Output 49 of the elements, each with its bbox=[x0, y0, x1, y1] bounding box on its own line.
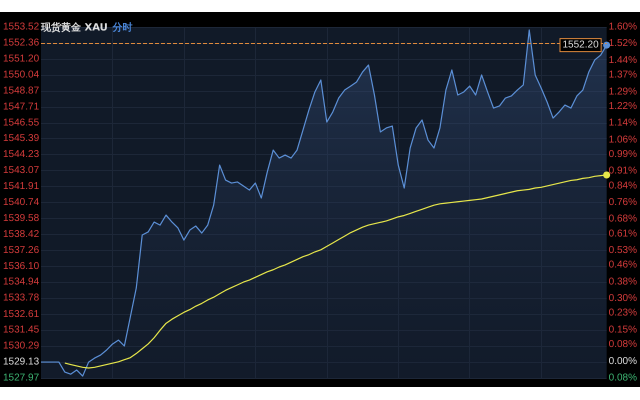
y-tick-label: 1532.61 bbox=[3, 308, 40, 320]
y2-tick-label: 1.44% bbox=[608, 54, 638, 66]
y2-tick-label: 0.53% bbox=[608, 245, 638, 256]
y2-tick-label: 1.14% bbox=[608, 118, 638, 129]
y-tick-label: 1527.97 bbox=[3, 372, 40, 384]
y-tick-label: 1552.36 bbox=[3, 37, 40, 48]
y2-tick-label: 0.46% bbox=[608, 260, 638, 271]
y2-tick-label: 1.29% bbox=[608, 86, 638, 98]
y2-tick-label: 1.52% bbox=[608, 38, 638, 50]
annotation: 1552.20 bbox=[562, 40, 600, 51]
y-tick-label: 1545.39 bbox=[3, 133, 40, 144]
y-tick-label: 1537.26 bbox=[3, 244, 40, 256]
y-tick-label: 1538.42 bbox=[3, 228, 40, 240]
y2-tick-label: 1.60% bbox=[608, 22, 638, 32]
y2-tick-label: 0.08% bbox=[608, 372, 638, 384]
y-tick-label: 1530.29 bbox=[3, 340, 40, 352]
y-tick-label: 1531.45 bbox=[3, 324, 40, 336]
chart-title: 现货黄金 XAU bbox=[40, 22, 108, 34]
y2-tick-label: 0.00% bbox=[608, 356, 638, 367]
y2-tick-label: 0.91% bbox=[608, 166, 638, 177]
y2-tick-label: 0.30% bbox=[608, 293, 638, 304]
y-tick-label: 1539.58 bbox=[3, 213, 40, 224]
y2-tick-label: 0.68% bbox=[608, 214, 638, 225]
y-tick-label: 1536.10 bbox=[3, 260, 40, 272]
y2-tick-label: 0.76% bbox=[608, 197, 638, 208]
y-tick-label: 1553.52 bbox=[3, 22, 40, 32]
y2-tick-label: 0.38% bbox=[608, 276, 638, 288]
y-tick-label: 1543.07 bbox=[3, 165, 40, 176]
y-tick-label: 1534.94 bbox=[3, 276, 40, 288]
y-tick-label: 1548.87 bbox=[3, 85, 40, 96]
y2-tick-label: 0.23% bbox=[608, 308, 638, 319]
y2-tick-label: 0.15% bbox=[608, 324, 638, 336]
chart-subtitle: 分时 bbox=[112, 22, 133, 34]
y-tick-label: 1544.23 bbox=[3, 149, 40, 160]
y2-tick-label: 0.84% bbox=[608, 180, 638, 192]
y-tick-label: 1551.20 bbox=[3, 53, 40, 64]
y2-tick-label: 0.08% bbox=[608, 339, 638, 350]
y-tick-label: 1533.78 bbox=[3, 292, 40, 304]
y-tick-label: 1550.04 bbox=[3, 69, 40, 80]
y-tick-label: 1546.55 bbox=[3, 117, 40, 128]
y2-tick-label: 0.99% bbox=[608, 148, 638, 160]
y-tick-label: 1547.71 bbox=[3, 101, 40, 112]
y-tick-label: 1541.91 bbox=[3, 180, 40, 192]
y2-tick-label: 0.61% bbox=[608, 228, 638, 240]
y2-tick-label: 1.37% bbox=[608, 70, 638, 81]
y-tick-label: 1540.74 bbox=[3, 197, 40, 208]
y-tick-label: 1529.13 bbox=[3, 356, 40, 368]
y2-tick-label: 1.06% bbox=[608, 134, 638, 146]
y2-tick-label: 1.22% bbox=[608, 100, 638, 112]
